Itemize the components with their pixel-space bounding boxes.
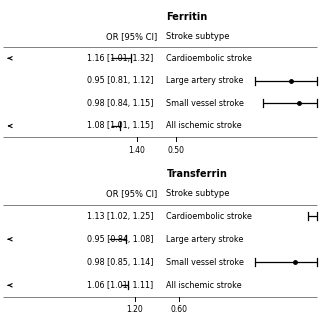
Text: Transferrin: Transferrin: [166, 169, 227, 179]
Text: 0.98 [0.85, 1.14]: 0.98 [0.85, 1.14]: [87, 258, 154, 267]
Text: OR [95% CI]: OR [95% CI]: [106, 189, 157, 198]
Text: 1.13 [1.02, 1.25]: 1.13 [1.02, 1.25]: [87, 212, 154, 221]
Text: Stroke subtype: Stroke subtype: [166, 189, 230, 198]
Text: OR [95% CI]: OR [95% CI]: [106, 32, 157, 41]
Text: 0.95 [0.81, 1.12]: 0.95 [0.81, 1.12]: [87, 76, 154, 85]
Text: Cardioembolic stroke: Cardioembolic stroke: [166, 212, 252, 221]
Text: All ischemic stroke: All ischemic stroke: [166, 122, 242, 131]
Text: 0.95 [0.84, 1.08]: 0.95 [0.84, 1.08]: [87, 235, 154, 244]
Text: Cardioembolic stroke: Cardioembolic stroke: [166, 54, 252, 63]
Text: Stroke subtype: Stroke subtype: [166, 32, 230, 41]
Text: Ferritin: Ferritin: [166, 12, 208, 22]
Text: 1.06 [1.01, 1.11]: 1.06 [1.01, 1.11]: [87, 281, 154, 290]
Text: 1.16 [1.01, 1.32]: 1.16 [1.01, 1.32]: [87, 54, 154, 63]
Text: 1.20: 1.20: [126, 305, 143, 314]
Text: 0.98 [0.84, 1.15]: 0.98 [0.84, 1.15]: [87, 99, 154, 108]
Text: 0.60: 0.60: [170, 305, 187, 314]
Text: 1.40: 1.40: [128, 146, 145, 155]
Text: Small vessel stroke: Small vessel stroke: [166, 258, 244, 267]
Text: 0.50: 0.50: [167, 146, 185, 155]
Text: Large artery stroke: Large artery stroke: [166, 76, 244, 85]
Text: Small vessel stroke: Small vessel stroke: [166, 99, 244, 108]
Text: All ischemic stroke: All ischemic stroke: [166, 281, 242, 290]
Text: 1.08 [1.01, 1.15]: 1.08 [1.01, 1.15]: [87, 122, 154, 131]
Text: Large artery stroke: Large artery stroke: [166, 235, 244, 244]
